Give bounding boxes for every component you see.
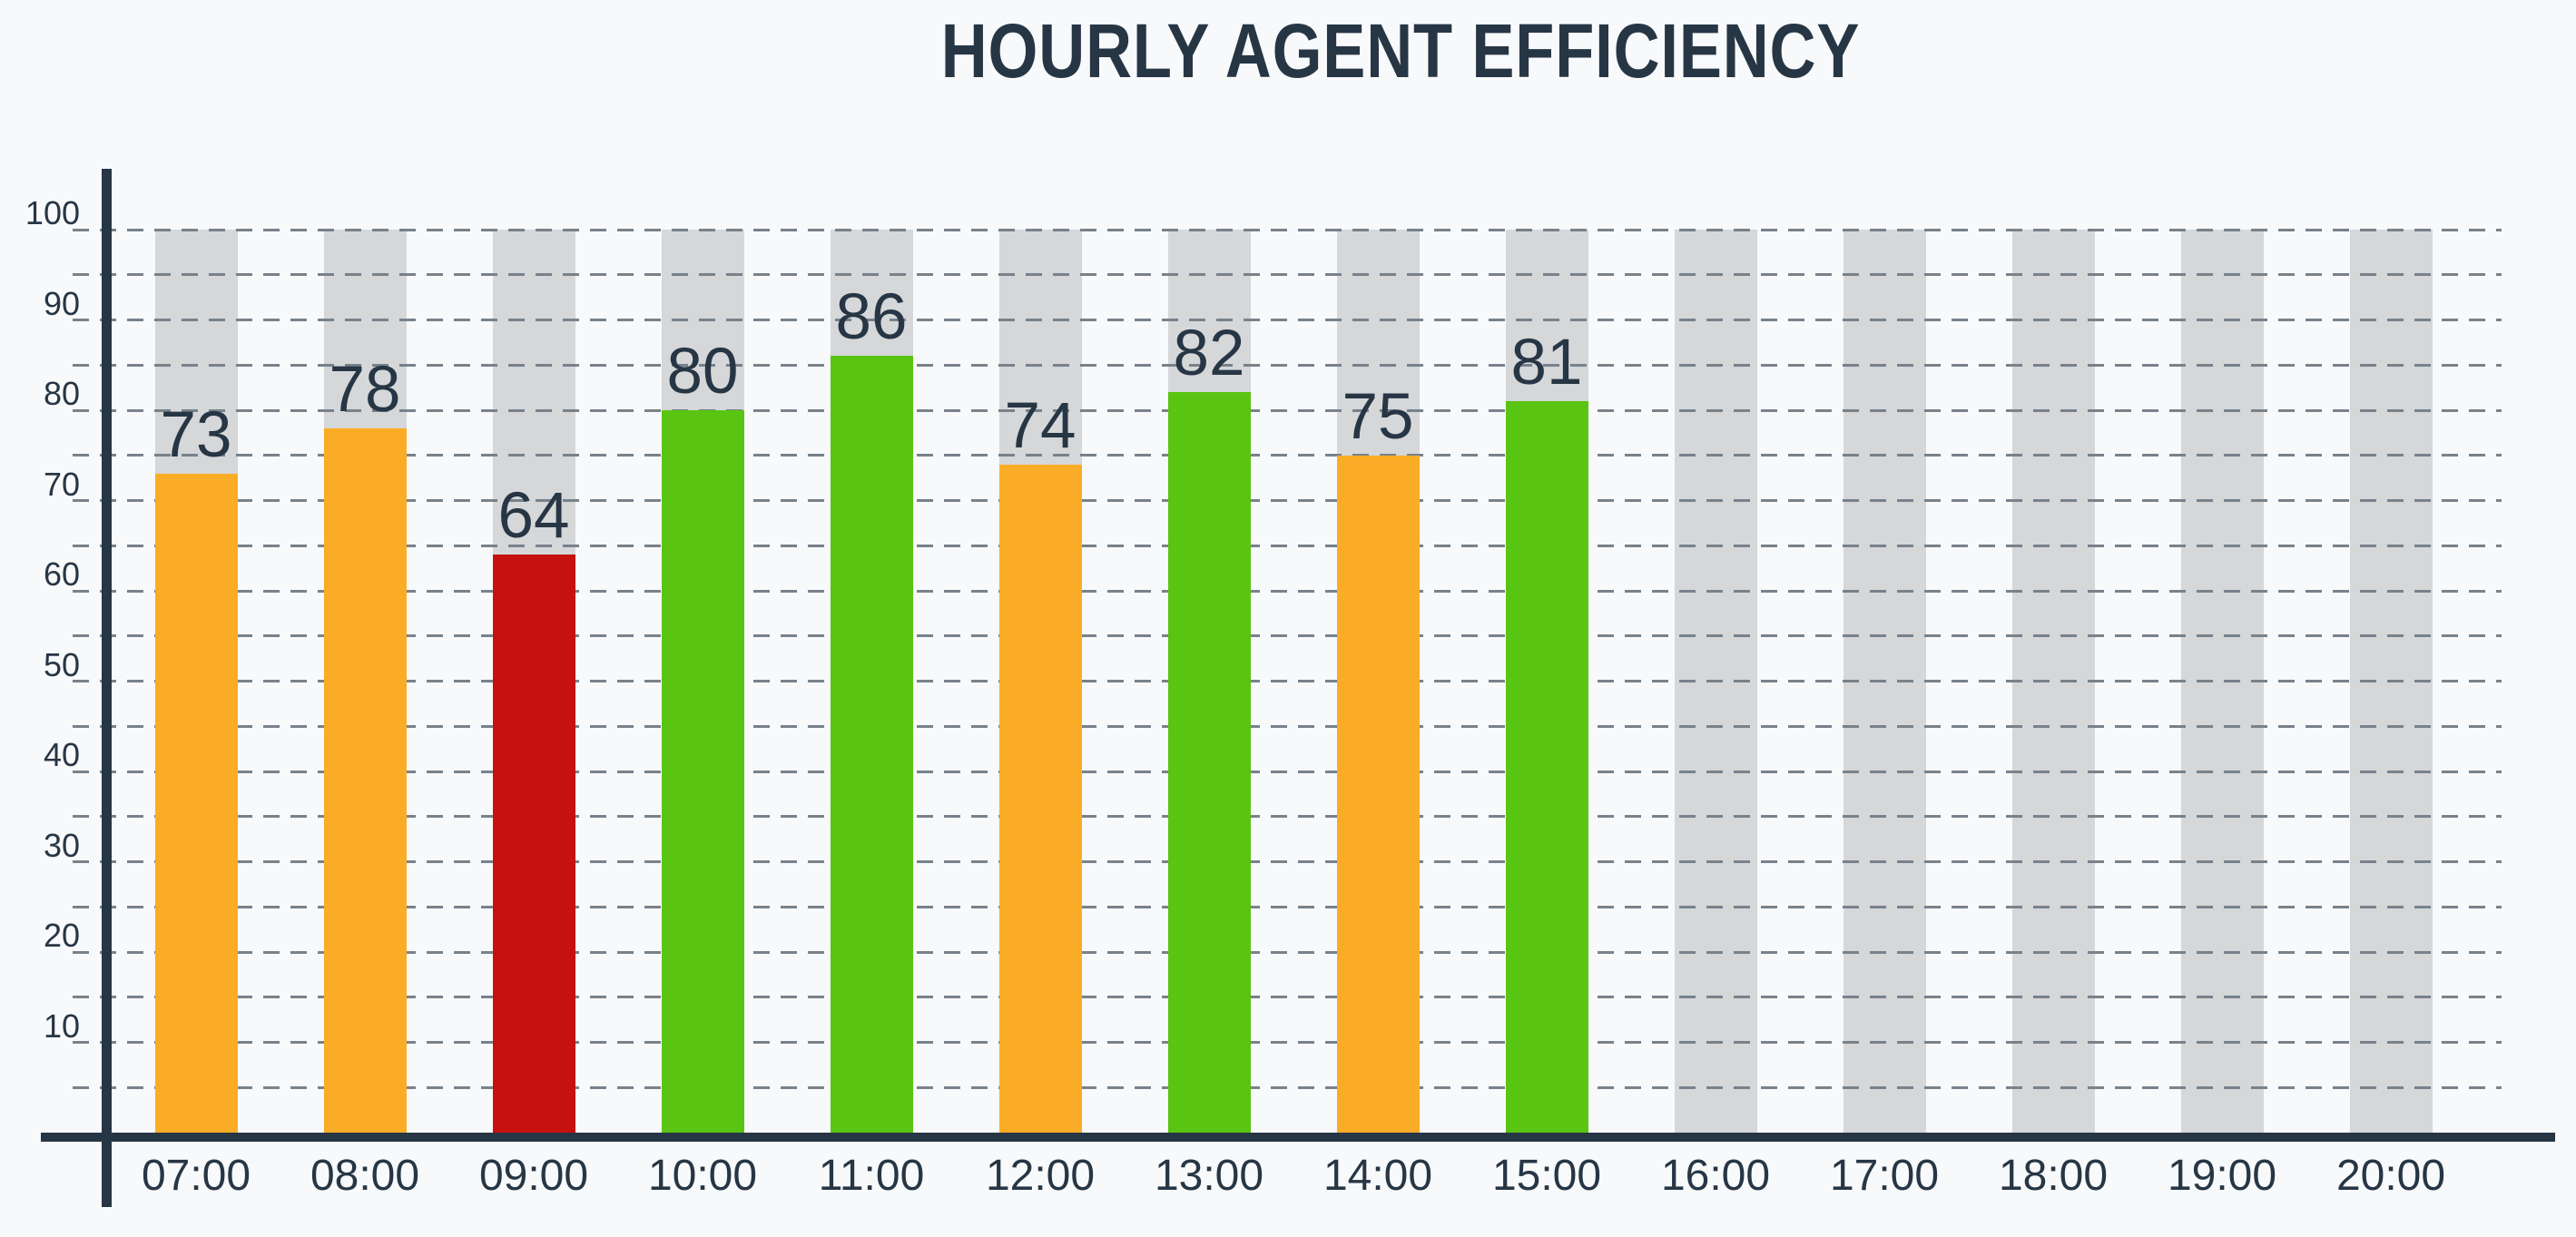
bar-value-label-11:00: 86 xyxy=(835,281,908,354)
bar-fill-15:00 xyxy=(1505,401,1588,1133)
x-tick-label-19:00: 19:00 xyxy=(2167,1152,2277,1200)
gridline-25 xyxy=(73,905,2502,908)
x-tick-label-08:00: 08:00 xyxy=(310,1152,420,1200)
gridline-75 xyxy=(73,454,2502,457)
y-tick-label-10: 10 xyxy=(43,1006,80,1045)
x-tick-label-11:00: 11:00 xyxy=(818,1152,925,1200)
gridline-60 xyxy=(73,589,2502,593)
bar-fill-10:00 xyxy=(661,410,744,1133)
gridline-85 xyxy=(73,363,2502,367)
bar-fill-08:00 xyxy=(323,427,407,1133)
bar-value-label-09:00: 64 xyxy=(497,480,570,553)
y-tick-label-60: 60 xyxy=(43,555,80,593)
gridline-100 xyxy=(73,228,2502,231)
y-axis-line xyxy=(102,169,112,1207)
y-tick-label-90: 90 xyxy=(43,284,80,322)
x-tick-label-12:00: 12:00 xyxy=(985,1152,1096,1200)
gridline-65 xyxy=(73,544,2502,547)
gridline-70 xyxy=(73,499,2502,502)
y-tick-label-40: 40 xyxy=(43,736,80,773)
gridline-15 xyxy=(73,996,2502,999)
gridline-50 xyxy=(73,680,2502,682)
bar-fill-07:00 xyxy=(154,473,238,1133)
gridline-45 xyxy=(73,724,2502,728)
bar-fill-11:00 xyxy=(830,356,913,1133)
gridline-80 xyxy=(73,408,2502,412)
bar-value-label-08:00: 78 xyxy=(329,353,401,426)
gridline-95 xyxy=(73,273,2502,277)
gridline-90 xyxy=(73,319,2502,321)
y-tick-label-100: 100 xyxy=(25,194,80,231)
gridline-35 xyxy=(73,815,2502,819)
bar-value-label-10:00: 80 xyxy=(666,336,739,407)
bar-fill-12:00 xyxy=(998,464,1082,1133)
bar-value-label-12:00: 74 xyxy=(1004,389,1077,462)
x-tick-label-15:00: 15:00 xyxy=(1491,1152,1602,1200)
bar-value-label-14:00: 75 xyxy=(1342,380,1414,453)
x-tick-label-20:00: 20:00 xyxy=(2335,1152,2446,1200)
x-tick-label-14:00: 14:00 xyxy=(1322,1152,1433,1200)
y-tick-label-50: 50 xyxy=(43,645,80,683)
gridline-40 xyxy=(73,770,2502,773)
y-tick-label-70: 70 xyxy=(43,465,80,503)
x-tick-label-07:00: 07:00 xyxy=(141,1152,251,1200)
gridline-5 xyxy=(73,1085,2502,1089)
gridline-55 xyxy=(73,634,2502,638)
x-tick-label-16:00: 16:00 xyxy=(1660,1152,1771,1200)
gridline-30 xyxy=(73,860,2502,863)
y-tick-label-20: 20 xyxy=(43,917,80,954)
x-tick-label-13:00: 13:00 xyxy=(1154,1152,1264,1200)
y-tick-label-30: 30 xyxy=(43,826,80,864)
bar-value-label-13:00: 82 xyxy=(1173,318,1245,390)
chart-title: HOURLY AGENT EFFICIENCY xyxy=(940,8,1861,93)
gridline-10 xyxy=(73,1041,2502,1044)
x-tick-label-17:00: 17:00 xyxy=(1829,1152,1940,1200)
bar-value-label-07:00: 73 xyxy=(160,398,232,471)
x-tick-label-09:00: 09:00 xyxy=(478,1152,589,1200)
bar-value-label-15:00: 81 xyxy=(1510,327,1583,399)
bar-fill-09:00 xyxy=(492,555,575,1133)
x-tick-label-18:00: 18:00 xyxy=(1998,1152,2109,1200)
gridline-20 xyxy=(73,950,2502,954)
y-tick-label-80: 80 xyxy=(43,375,80,412)
bar-fill-13:00 xyxy=(1167,392,1251,1133)
x-axis-line xyxy=(41,1133,2555,1142)
x-tick-label-10:00: 10:00 xyxy=(647,1152,758,1200)
bar-fill-14:00 xyxy=(1336,455,1420,1133)
